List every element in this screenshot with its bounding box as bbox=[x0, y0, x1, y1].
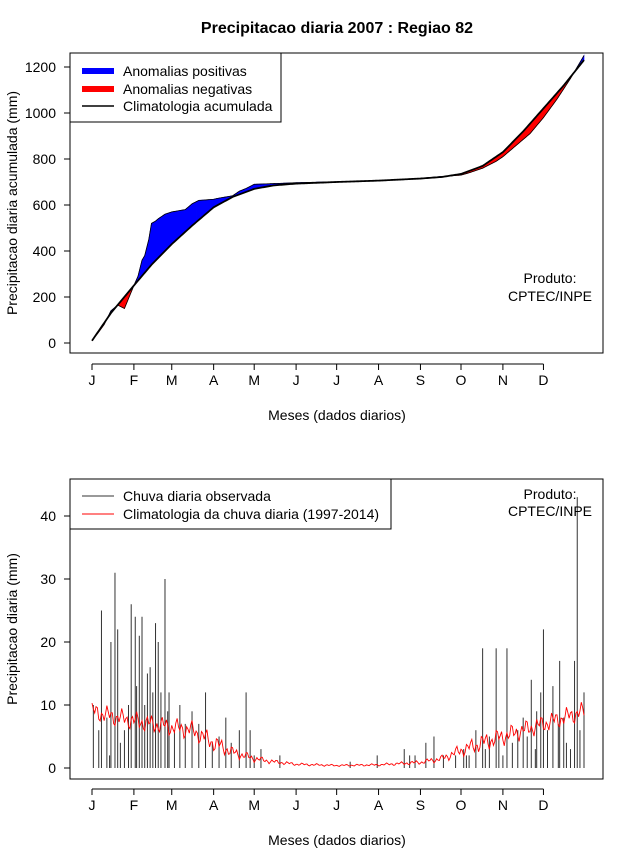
legend-label-negative: Anomalias negativas bbox=[123, 81, 252, 97]
cumulative-y-axis: 0 200 400 600 800 1000 1200 bbox=[25, 59, 71, 351]
cumulative-x-label: Meses (dados diarios) bbox=[268, 407, 406, 423]
daily-legend: Chuva diaria observada Climatologia da c… bbox=[69, 478, 392, 530]
legend-label-climatology: Climatologia acumulada bbox=[123, 98, 273, 114]
x-tick-label: D bbox=[538, 372, 548, 388]
y-tick-label: 800 bbox=[33, 151, 57, 167]
y-tick-label: 1000 bbox=[25, 105, 56, 121]
daily-climatology-line bbox=[91, 702, 585, 767]
daily-annotation-line1: Produto: bbox=[524, 486, 577, 502]
x-tick-label: J bbox=[89, 797, 96, 813]
climatology-cumulative-line bbox=[91, 59, 585, 342]
x-tick-label: F bbox=[130, 372, 139, 388]
y-tick-label: 10 bbox=[40, 697, 56, 713]
chart-title: Precipitacao diaria 2007 : Regiao 82 bbox=[201, 20, 473, 37]
x-tick-label: D bbox=[538, 797, 548, 813]
x-tick-label: O bbox=[456, 372, 467, 388]
x-tick-label: J bbox=[293, 372, 300, 388]
x-tick-label: A bbox=[374, 797, 384, 813]
x-tick-label: J bbox=[333, 372, 340, 388]
x-tick-label: J bbox=[333, 797, 340, 813]
y-tick-label: 600 bbox=[33, 197, 57, 213]
x-tick-label: J bbox=[293, 797, 300, 813]
cumulative-y-label: Precipitacao diaria acumulada (mm) bbox=[4, 91, 20, 315]
cumulative-annotation-line1: Produto: bbox=[524, 270, 577, 286]
x-tick-label: M bbox=[166, 797, 178, 813]
legend-label-observed: Chuva diaria observada bbox=[123, 488, 271, 504]
x-tick-label: A bbox=[209, 797, 219, 813]
y-tick-label: 30 bbox=[40, 571, 56, 587]
x-tick-label: N bbox=[498, 372, 508, 388]
cumulative-legend: Anomalias positivas Anomalias negativas … bbox=[69, 52, 282, 123]
x-tick-label: M bbox=[248, 797, 260, 813]
x-tick-label: S bbox=[416, 797, 425, 813]
x-tick-label: M bbox=[166, 372, 178, 388]
daily-x-label: Meses (dados diarios) bbox=[268, 832, 406, 848]
x-tick-label: A bbox=[209, 372, 219, 388]
y-tick-label: 20 bbox=[40, 634, 56, 650]
daily-chart: J F M A M J J A S O N D 0 10 20 30 40 Meses (dados diar… bbox=[4, 478, 604, 848]
cumulative-chart: J F M A M J J A S O N D 0 200 400 600 800 1000 1200 Meses… bbox=[4, 52, 604, 423]
y-tick-label: 40 bbox=[40, 508, 56, 524]
daily-annotation-line2: CPTEC/INPE bbox=[508, 503, 592, 519]
daily-legend-box bbox=[69, 478, 392, 530]
x-tick-label: M bbox=[248, 372, 260, 388]
daily-y-axis: 0 10 20 30 40 bbox=[40, 508, 71, 776]
x-tick-label: J bbox=[89, 372, 96, 388]
y-tick-label: 0 bbox=[48, 335, 56, 351]
x-tick-label: O bbox=[456, 797, 467, 813]
y-tick-label: 1200 bbox=[25, 59, 56, 75]
daily-y-label: Precipitacao diaria (mm) bbox=[4, 553, 20, 705]
cumulative-annotation-line2: CPTEC/INPE bbox=[508, 288, 592, 304]
x-tick-label: N bbox=[498, 797, 508, 813]
x-tick-label: A bbox=[374, 372, 384, 388]
legend-label-positive: Anomalias positivas bbox=[123, 63, 247, 79]
y-tick-label: 400 bbox=[33, 243, 57, 259]
y-tick-label: 0 bbox=[48, 760, 56, 776]
legend-label-daily-climatology: Climatologia da chuva diaria (1997-2014) bbox=[123, 506, 379, 522]
x-tick-label: F bbox=[130, 797, 139, 813]
y-tick-label: 200 bbox=[33, 289, 57, 305]
x-tick-label: S bbox=[416, 372, 425, 388]
